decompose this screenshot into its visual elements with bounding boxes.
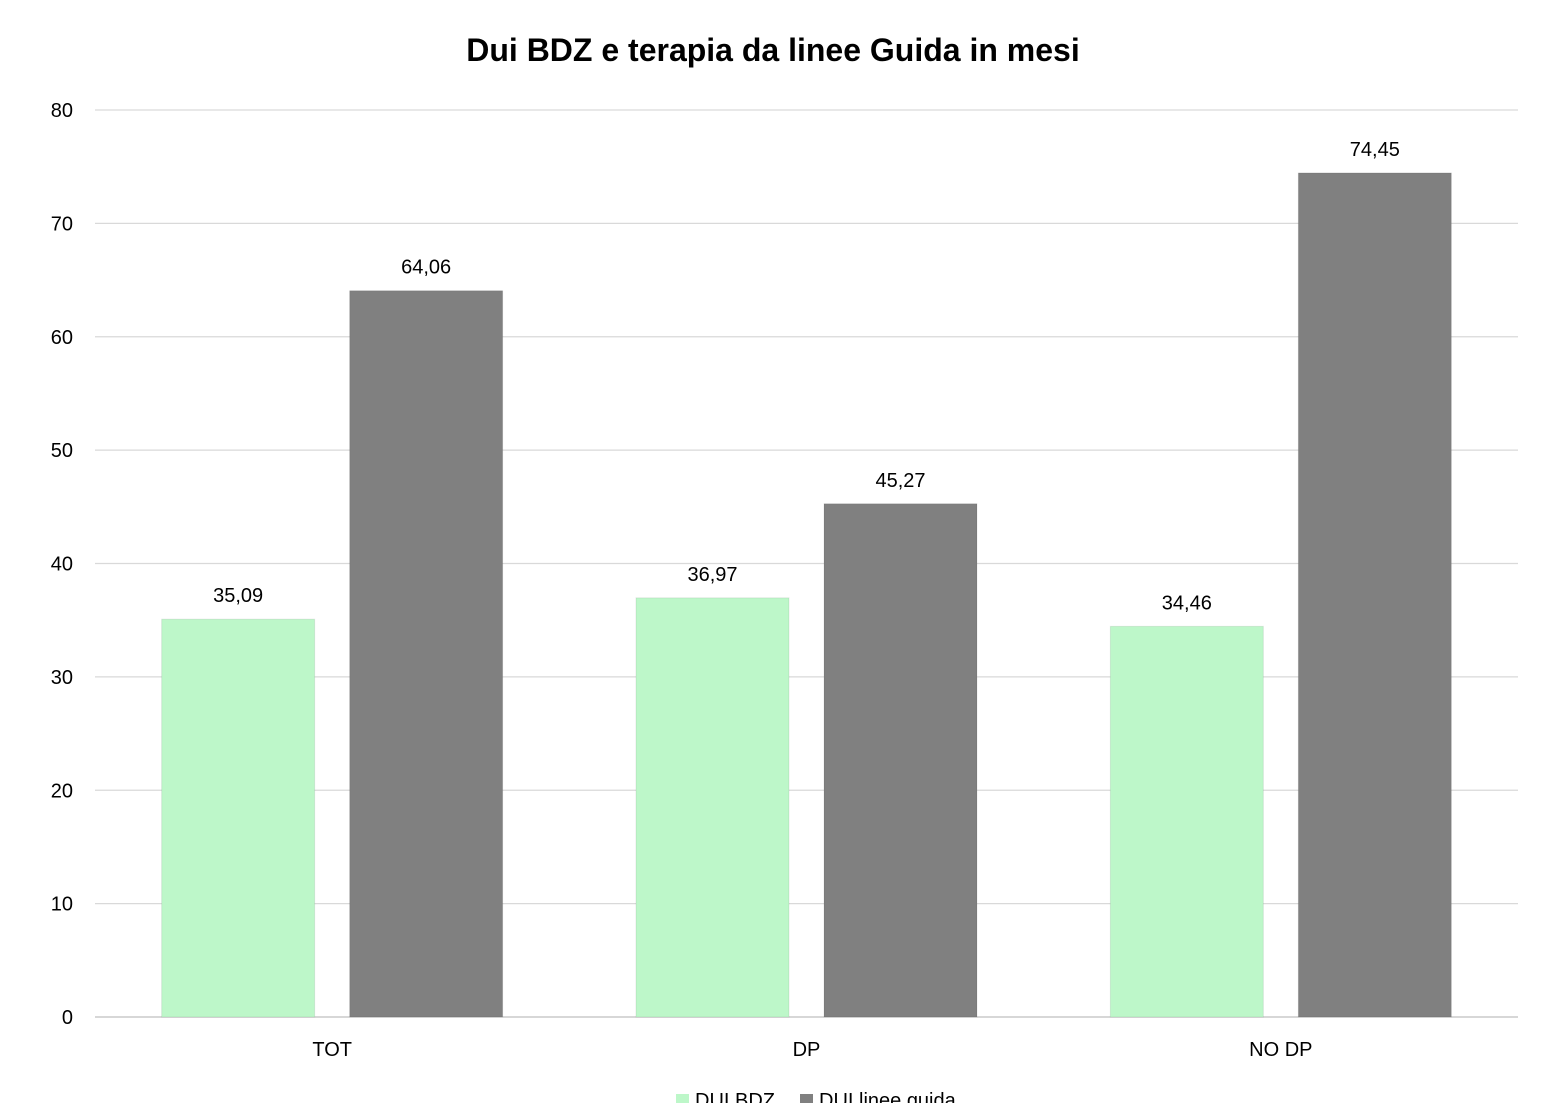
- axes: 0 10 20 30 40 50 60 70 80 TOT DP NO DP: [51, 100, 1313, 1061]
- y-tick-label: 60: [51, 327, 73, 349]
- y-tick-label: 70: [51, 213, 73, 235]
- data-label: 64,06: [401, 257, 451, 279]
- bar: [1297, 172, 1452, 1018]
- data-label: 74,45: [1350, 139, 1400, 161]
- bars: [161, 172, 1452, 1018]
- legend-label: DUI BDZ: [695, 1090, 775, 1103]
- data-label: 45,27: [875, 470, 925, 492]
- legend-swatch: [800, 1094, 813, 1103]
- y-tick-label: 50: [51, 440, 73, 462]
- data-label: 34,46: [1162, 592, 1212, 614]
- data-label: 36,97: [687, 564, 737, 586]
- bar: [635, 597, 790, 1018]
- legend: DUI BDZ DUI linee guida: [676, 1090, 957, 1103]
- bar: [1109, 625, 1264, 1018]
- x-tick-label: TOT: [312, 1039, 352, 1061]
- y-tick-label: 80: [51, 100, 73, 122]
- data-labels: 35,09 64,06 36,97 45,27 34,46 74,45: [213, 139, 1400, 614]
- legend-label: DUI linee guida: [819, 1090, 957, 1103]
- bar: [161, 618, 316, 1018]
- gridlines: [95, 109, 1518, 1018]
- y-tick-label: 40: [51, 554, 73, 576]
- legend-swatch: [676, 1094, 689, 1103]
- y-tick-label: 0: [62, 1007, 73, 1029]
- data-label: 35,09: [213, 585, 263, 607]
- y-tick-label: 10: [51, 894, 73, 916]
- x-tick-label: DP: [793, 1039, 821, 1061]
- y-tick-label: 30: [51, 667, 73, 689]
- y-tick-label: 20: [51, 780, 73, 802]
- chart-title: Dui BDZ e terapia da linee Guida in mesi: [466, 32, 1080, 68]
- bar: [823, 503, 978, 1018]
- x-tick-label: NO DP: [1249, 1039, 1312, 1061]
- bar: [349, 290, 504, 1018]
